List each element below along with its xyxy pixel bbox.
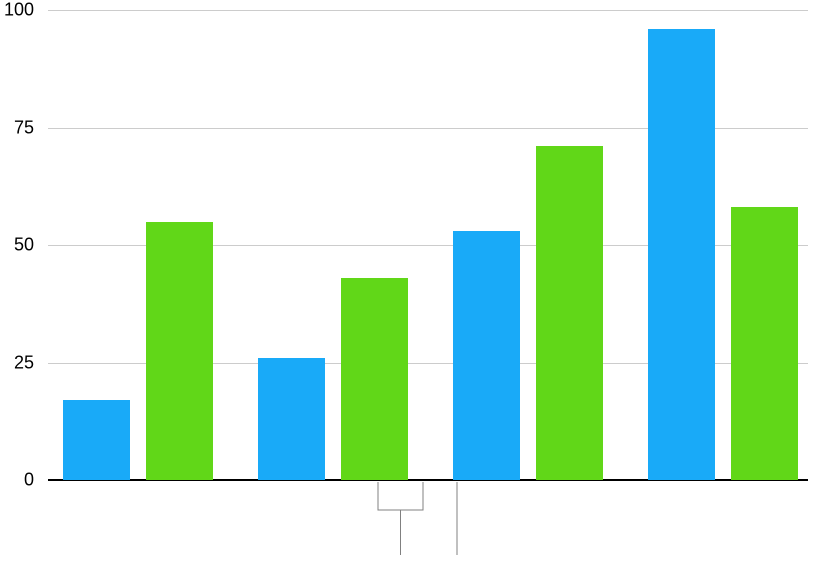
bar-chart: 0 25 50 75 100 bbox=[0, 0, 822, 578]
bar-series-a-g1 bbox=[63, 400, 130, 480]
y-tick-label: 50 bbox=[14, 235, 34, 256]
bar-series-a-g2 bbox=[258, 358, 325, 480]
callout-annotations bbox=[48, 480, 808, 570]
y-tick-label: 25 bbox=[14, 352, 34, 373]
bar-series-b-g2 bbox=[341, 278, 408, 480]
callout-gap-bracket bbox=[378, 482, 423, 555]
y-tick-label: 100 bbox=[4, 0, 34, 21]
bar-series-b-g3 bbox=[536, 146, 603, 480]
callout-svg bbox=[48, 480, 808, 575]
bar-series-b-g1 bbox=[146, 222, 213, 481]
bar-series-b-g4 bbox=[731, 207, 798, 480]
bar-series-a-g3 bbox=[453, 231, 520, 480]
bar-series-a-g4 bbox=[648, 29, 715, 480]
plot-area bbox=[48, 10, 808, 480]
y-tick-label: 75 bbox=[14, 117, 34, 138]
y-tick-label: 0 bbox=[24, 470, 34, 491]
gridline bbox=[48, 10, 808, 11]
y-axis: 0 25 50 75 100 bbox=[0, 0, 40, 578]
